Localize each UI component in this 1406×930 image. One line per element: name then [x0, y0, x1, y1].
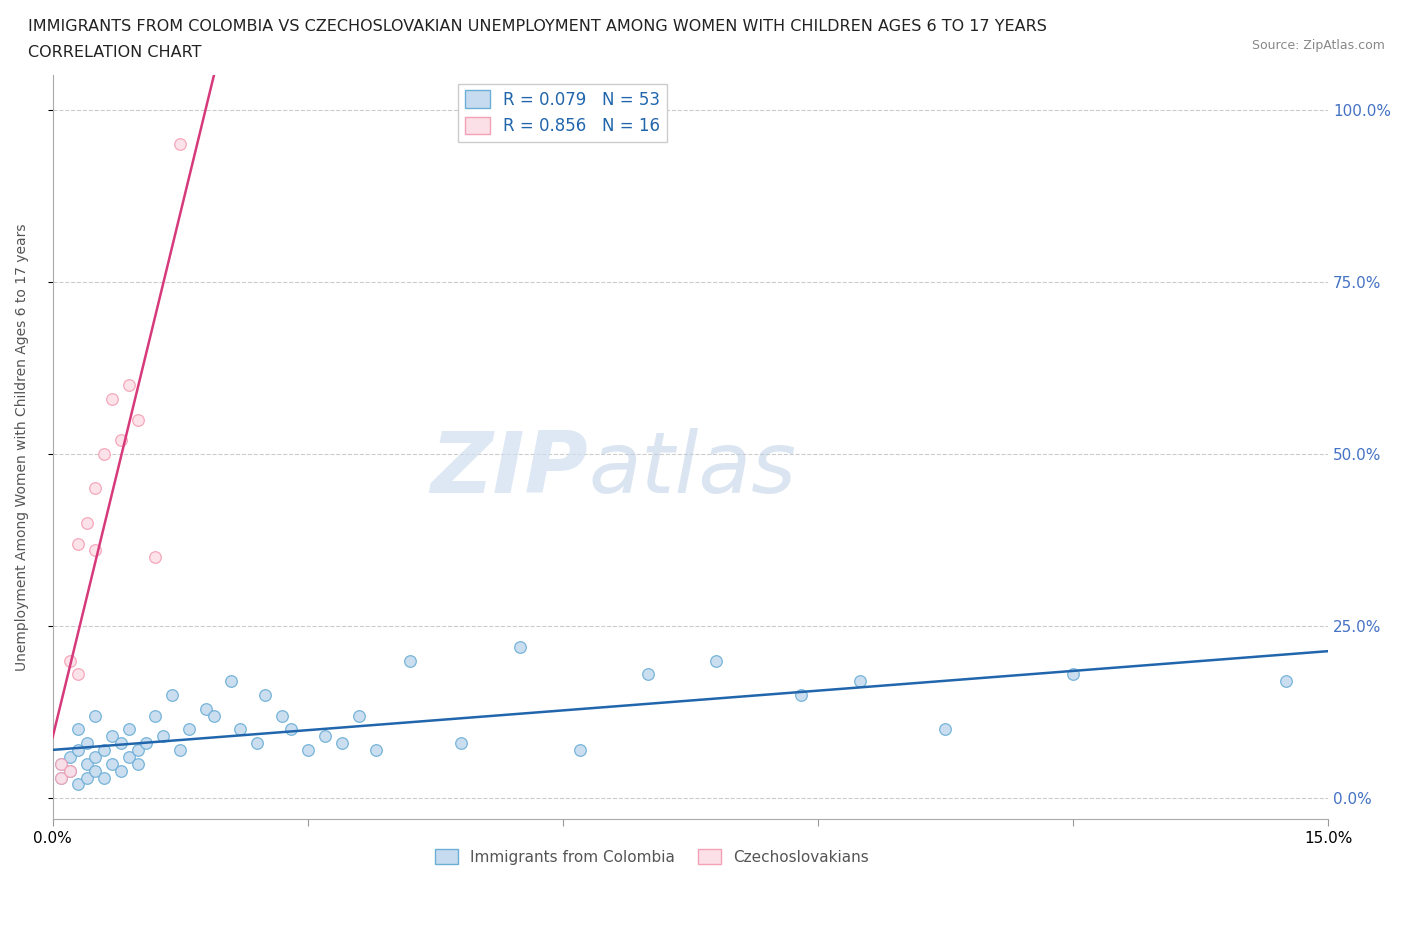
Point: [169, 137, 191, 152]
Legend: Immigrants from Colombia, Czechoslovakians: Immigrants from Colombia, Czechoslovakia…: [429, 843, 875, 870]
Point: [49, 770, 72, 785]
Text: Source: ZipAtlas.com: Source: ZipAtlas.com: [1251, 39, 1385, 52]
Point: [143, 550, 166, 565]
Point: [118, 378, 141, 392]
Point: [49, 756, 72, 771]
Point: [704, 653, 727, 668]
Point: [160, 687, 183, 702]
Point: [101, 756, 124, 771]
Point: [93, 770, 115, 785]
Point: [84, 764, 107, 778]
Point: [228, 722, 250, 737]
Point: [1062, 667, 1084, 682]
Point: [93, 742, 115, 757]
Point: [169, 742, 191, 757]
Point: [271, 708, 294, 723]
Text: CORRELATION CHART: CORRELATION CHART: [28, 45, 201, 60]
Point: [637, 667, 659, 682]
Point: [127, 756, 149, 771]
Point: [76, 515, 98, 530]
Point: [118, 722, 141, 737]
Point: [101, 392, 124, 406]
Point: [76, 770, 98, 785]
Point: [177, 722, 200, 737]
Point: [127, 412, 149, 427]
Point: [67, 536, 90, 551]
Point: [127, 742, 149, 757]
Point: [59, 764, 82, 778]
Point: [202, 708, 225, 723]
Point: [790, 687, 813, 702]
Point: [84, 543, 107, 558]
Point: [364, 742, 387, 757]
Point: [76, 756, 98, 771]
Text: IMMIGRANTS FROM COLOMBIA VS CZECHOSLOVAKIAN UNEMPLOYMENT AMONG WOMEN WITH CHILDR: IMMIGRANTS FROM COLOMBIA VS CZECHOSLOVAK…: [28, 19, 1047, 33]
Point: [101, 729, 124, 744]
Point: [67, 722, 90, 737]
Point: [1274, 673, 1296, 688]
Point: [84, 708, 107, 723]
Point: [152, 729, 174, 744]
Point: [330, 736, 353, 751]
Text: atlas: atlas: [588, 428, 796, 511]
Point: [110, 764, 132, 778]
Point: [849, 673, 872, 688]
Point: [509, 639, 531, 654]
Point: [398, 653, 420, 668]
Y-axis label: Unemployment Among Women with Children Ages 6 to 17 years: Unemployment Among Women with Children A…: [15, 223, 30, 671]
Point: [118, 750, 141, 764]
Point: [254, 687, 277, 702]
Point: [76, 736, 98, 751]
Point: [67, 742, 90, 757]
Point: [67, 777, 90, 791]
Point: [194, 701, 217, 716]
Point: [59, 764, 82, 778]
Point: [450, 736, 472, 751]
Point: [67, 667, 90, 682]
Point: [934, 722, 956, 737]
Point: [143, 708, 166, 723]
Point: [93, 446, 115, 461]
Point: [84, 750, 107, 764]
Point: [280, 722, 302, 737]
Point: [110, 736, 132, 751]
Point: [59, 653, 82, 668]
Point: [135, 736, 157, 751]
Point: [297, 742, 319, 757]
Point: [347, 708, 370, 723]
Point: [246, 736, 269, 751]
Text: ZIP: ZIP: [430, 428, 588, 511]
Point: [314, 729, 336, 744]
Point: [59, 750, 82, 764]
Point: [84, 481, 107, 496]
Point: [49, 756, 72, 771]
Point: [110, 432, 132, 447]
Point: [49, 770, 72, 785]
Point: [219, 673, 242, 688]
Point: [568, 742, 591, 757]
